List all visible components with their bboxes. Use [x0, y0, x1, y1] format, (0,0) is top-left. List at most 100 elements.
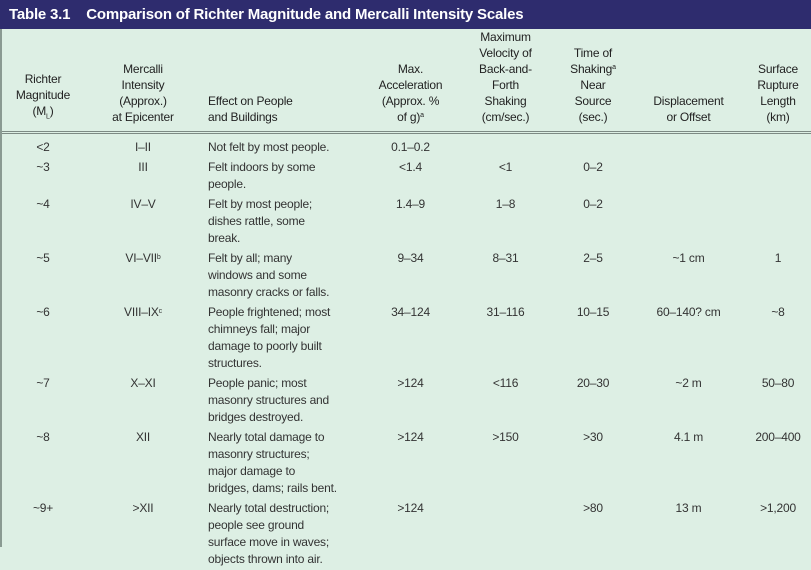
richter-cell-text: ~8: [36, 430, 49, 444]
header-max-velocity: Maximum Velocity of Back-and- Forth Shak…: [457, 29, 554, 133]
acceleration-cell: <1.4: [364, 158, 457, 195]
displacement-cell-text: ~1 cm: [672, 251, 704, 265]
richter-cell: ~8: [2, 428, 84, 499]
velocity-cell: [457, 133, 554, 159]
richter-cell: <2: [2, 133, 84, 159]
table-title: Comparison of Richter Magnitude and Merc…: [86, 6, 523, 23]
effect-cell-text: People frightened; most chimneys fall; m…: [208, 305, 330, 370]
effect-cell-text: Felt indoors by some people.: [208, 160, 315, 191]
time-cell-text: 0–2: [583, 160, 602, 174]
footnote-marker: a: [420, 112, 424, 119]
acceleration-cell: >124: [364, 374, 457, 428]
time-cell: >30: [554, 428, 632, 499]
mercalli-cell-text: I–II: [135, 140, 151, 154]
rupture-cell: [745, 133, 811, 159]
mercalli-cell-text: XII: [136, 430, 150, 444]
time-cell-text: 20–30: [577, 376, 609, 390]
header-label: Richter Magnitude (M: [16, 72, 70, 118]
velocity-cell-text: <116: [493, 376, 518, 390]
rupture-cell: [745, 158, 811, 195]
effect-cell-text: Nearly total damage to masonry structure…: [208, 430, 337, 495]
table-row: ~5 VI–VIIb Felt by all; many windows and s…: [2, 249, 811, 303]
footnote-marker: c: [159, 308, 162, 315]
richter-cell-text: ~6: [36, 305, 49, 319]
richter-cell-text: ~4: [36, 197, 49, 211]
time-cell: 10–15: [554, 303, 632, 374]
rupture-cell-text: 50–80: [762, 376, 794, 390]
mercalli-cell-text: VIII–IX: [124, 305, 159, 319]
richter-cell-text: ~7: [36, 376, 49, 390]
acceleration-cell: 9–34: [364, 249, 457, 303]
header-label: Displacement or Offset: [653, 94, 723, 124]
displacement-cell: [632, 195, 745, 249]
richter-cell: ~6: [2, 303, 84, 374]
velocity-cell-text: <1: [499, 160, 512, 174]
acceleration-cell: 0.1–0.2: [364, 133, 457, 159]
rupture-cell: 50–80: [745, 374, 811, 428]
effect-cell: Nearly total destruction; people see gro…: [202, 499, 364, 570]
header-displacement: Displacement or Offset: [632, 29, 745, 133]
richter-cell: ~7: [2, 374, 84, 428]
table-number: Table 3.1: [9, 6, 70, 23]
richter-cell-text: ~5: [36, 251, 49, 265]
header-row: Richter Magnitude (ML)Mercalli Intensity…: [2, 29, 811, 133]
rupture-cell: >1,200: [745, 499, 811, 570]
footnote-marker: b: [157, 254, 161, 261]
velocity-cell: 1–8: [457, 195, 554, 249]
velocity-cell-text: >150: [492, 430, 518, 444]
displacement-cell: 60–140? cm: [632, 303, 745, 374]
velocity-cell: >150: [457, 428, 554, 499]
displacement-cell-text: ~2 m: [675, 376, 701, 390]
velocity-cell-text: 8–31: [493, 251, 519, 265]
effect-cell: Felt by all; many windows and some mason…: [202, 249, 364, 303]
effect-cell: People panic; most masonry structures an…: [202, 374, 364, 428]
displacement-cell: ~1 cm: [632, 249, 745, 303]
header-mercalli-intensity: Mercalli Intensity (Approx.) at Epicente…: [84, 29, 202, 133]
effect-cell: Nearly total damage to masonry structure…: [202, 428, 364, 499]
table-row: ~8 XII Nearly total damage to masonry stru…: [2, 428, 811, 499]
time-cell: 2–5: [554, 249, 632, 303]
velocity-cell: [457, 499, 554, 570]
velocity-cell: 8–31: [457, 249, 554, 303]
effect-cell: Felt by most people; dishes rattle, some…: [202, 195, 364, 249]
header-label: Maximum Velocity of Back-and- Forth Shak…: [479, 30, 532, 124]
mercalli-cell: XII: [84, 428, 202, 499]
velocity-cell-text: 1–8: [496, 197, 515, 211]
acceleration-cell-text: >124: [397, 501, 423, 515]
effect-cell-text: Not felt by most people.: [208, 140, 329, 154]
effect-cell-text: Felt by all; many windows and some mason…: [208, 251, 329, 299]
mercalli-cell-text: III: [138, 160, 147, 174]
rupture-cell: ~8: [745, 303, 811, 374]
displacement-cell: 4.1 m: [632, 428, 745, 499]
mercalli-cell-text: >XII: [133, 501, 154, 515]
acceleration-cell-text: >124: [397, 376, 423, 390]
displacement-cell: 13 m: [632, 499, 745, 570]
effect-cell-text: Nearly total destruction; people see gro…: [208, 501, 329, 566]
displacement-cell-text: 4.1 m: [674, 430, 703, 444]
acceleration-cell: 1.4–9: [364, 195, 457, 249]
mercalli-cell: X–XI: [84, 374, 202, 428]
velocity-cell: <1: [457, 158, 554, 195]
time-cell-text: >30: [583, 430, 603, 444]
rupture-cell: [745, 195, 811, 249]
acceleration-cell: 34–124: [364, 303, 457, 374]
acceleration-cell: >124: [364, 499, 457, 570]
effect-cell-text: Felt by most people; dishes rattle, some…: [208, 197, 312, 245]
richter-cell: ~4: [2, 195, 84, 249]
time-cell: 0–2: [554, 158, 632, 195]
header-richter-magnitude: Richter Magnitude (ML): [2, 29, 84, 133]
displacement-cell: [632, 133, 745, 159]
effect-cell: People frightened; most chimneys fall; m…: [202, 303, 364, 374]
mercalli-cell: III: [84, 158, 202, 195]
mercalli-cell: I–II: [84, 133, 202, 159]
mercalli-cell-text: VI–VII: [125, 251, 156, 265]
rupture-cell: 200–400: [745, 428, 811, 499]
time-cell: >80: [554, 499, 632, 570]
header-label: Surface Rupture Length (km): [757, 62, 798, 124]
time-cell: [554, 133, 632, 159]
time-cell-text: 2–5: [583, 251, 602, 265]
header-label: Effect on People and Buildings: [208, 94, 293, 124]
